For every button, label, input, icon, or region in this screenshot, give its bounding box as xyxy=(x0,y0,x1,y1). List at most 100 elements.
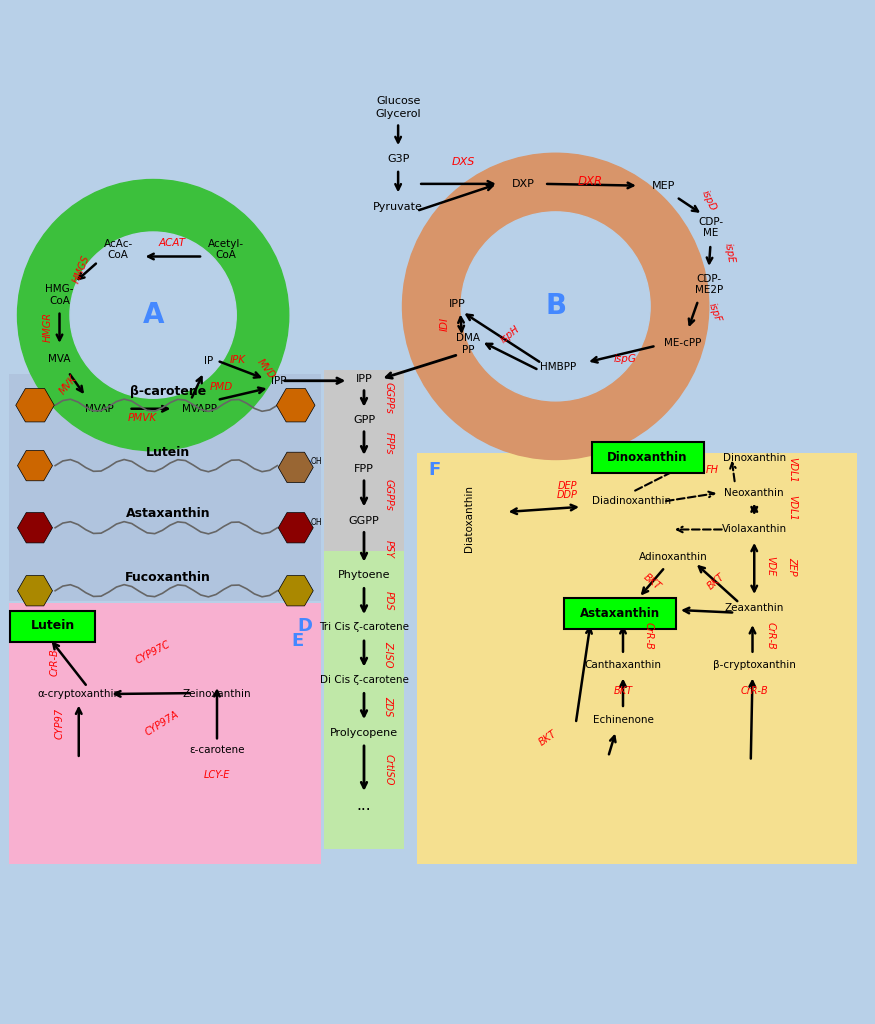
Polygon shape xyxy=(278,513,313,543)
Text: DXS: DXS xyxy=(452,157,475,167)
Text: ...: ... xyxy=(357,798,371,813)
Circle shape xyxy=(461,212,650,400)
Text: GPP: GPP xyxy=(353,415,375,425)
Text: MVD: MVD xyxy=(255,357,277,381)
Text: DMA
PP: DMA PP xyxy=(456,333,480,354)
Text: PMVK: PMVK xyxy=(128,414,158,423)
Text: IPP: IPP xyxy=(270,376,286,386)
Text: OH: OH xyxy=(311,518,322,527)
Circle shape xyxy=(402,154,709,460)
Text: IPK: IPK xyxy=(230,354,246,365)
Bar xyxy=(324,551,404,849)
Text: Lutein: Lutein xyxy=(31,620,74,632)
Text: HMG-
CoA: HMG- CoA xyxy=(46,285,74,306)
Text: β-cryptoxanthin: β-cryptoxanthin xyxy=(713,660,795,670)
Text: VDE: VDE xyxy=(766,556,775,577)
Text: Acetyl-
CoA: Acetyl- CoA xyxy=(207,239,244,260)
FancyBboxPatch shape xyxy=(564,598,676,630)
Text: Zeaxanthin: Zeaxanthin xyxy=(724,603,784,613)
Text: CYP97: CYP97 xyxy=(54,709,65,739)
Text: ZEP: ZEP xyxy=(788,557,797,575)
Text: α-cryptoxanthin: α-cryptoxanthin xyxy=(37,689,121,699)
Text: ME-cPP: ME-cPP xyxy=(664,338,701,348)
Text: IPP: IPP xyxy=(448,299,466,309)
Text: PDS: PDS xyxy=(383,592,393,611)
Text: Tri Cis ζ-carotene: Tri Cis ζ-carotene xyxy=(319,623,409,633)
Polygon shape xyxy=(18,513,52,543)
Text: IP: IP xyxy=(204,356,213,367)
Text: IPP: IPP xyxy=(355,374,373,384)
Text: AcAc-
CoA: AcAc- CoA xyxy=(103,239,133,260)
Text: Diatoxanthin: Diatoxanthin xyxy=(464,485,474,553)
Text: Dinoxanthin: Dinoxanthin xyxy=(723,453,786,463)
Text: VDL1: VDL1 xyxy=(788,457,797,483)
Text: Glycerol: Glycerol xyxy=(375,109,421,119)
Polygon shape xyxy=(278,575,313,606)
Text: BKT: BKT xyxy=(537,728,558,748)
Text: BKT: BKT xyxy=(705,572,726,592)
Text: F: F xyxy=(428,461,440,479)
Text: CrtISO: CrtISO xyxy=(383,755,393,785)
Text: Prolycopene: Prolycopene xyxy=(330,727,398,737)
Text: MEP: MEP xyxy=(652,180,675,190)
Text: ZDS: ZDS xyxy=(383,696,393,717)
Text: MVAP: MVAP xyxy=(85,403,113,414)
Text: LCY-E: LCY-E xyxy=(204,769,230,779)
Text: Pyruvate: Pyruvate xyxy=(374,203,424,213)
Text: CYP97A: CYP97A xyxy=(144,710,180,738)
Text: OH: OH xyxy=(311,457,322,466)
Text: Astaxanthin: Astaxanthin xyxy=(126,507,210,520)
Text: BKT: BKT xyxy=(641,572,662,592)
Text: BKT: BKT xyxy=(613,685,633,695)
Text: ispD: ispD xyxy=(700,188,718,212)
Text: ispG: ispG xyxy=(613,354,636,364)
Text: Violaxanthin: Violaxanthin xyxy=(722,524,787,535)
Text: GGPPs: GGPPs xyxy=(383,382,393,414)
Text: HMGS: HMGS xyxy=(71,253,92,285)
Text: B: B xyxy=(545,293,566,321)
Text: Adinoxanthin: Adinoxanthin xyxy=(640,553,708,562)
Text: Di Cis ζ-carotene: Di Cis ζ-carotene xyxy=(319,675,409,685)
Text: D: D xyxy=(297,616,312,635)
Text: Fucoxanthin: Fucoxanthin xyxy=(125,571,211,584)
Text: CDP-
ME: CDP- ME xyxy=(698,217,723,239)
Text: MVAPP: MVAPP xyxy=(182,403,217,414)
Text: DXP: DXP xyxy=(512,179,535,188)
Text: Canthaxanthin: Canthaxanthin xyxy=(584,660,662,670)
Text: Neoxanthin: Neoxanthin xyxy=(724,487,784,498)
Text: FPP: FPP xyxy=(354,464,374,474)
Text: CDP-
ME2P: CDP- ME2P xyxy=(695,273,723,295)
Text: VDL1: VDL1 xyxy=(788,495,797,520)
Text: FPPs: FPPs xyxy=(383,432,393,455)
Polygon shape xyxy=(278,453,313,482)
Text: GGPPs: GGPPs xyxy=(383,478,393,510)
Text: Diadinoxanthin: Diadinoxanthin xyxy=(592,497,671,507)
Text: Lutein: Lutein xyxy=(146,446,190,459)
Text: HMBPP: HMBPP xyxy=(540,361,577,372)
Polygon shape xyxy=(276,388,315,422)
Text: PSY: PSY xyxy=(383,540,393,558)
Text: E: E xyxy=(291,633,304,650)
Text: Phytoene: Phytoene xyxy=(338,570,390,580)
Text: Z-ISO: Z-ISO xyxy=(383,641,393,667)
Text: FH: FH xyxy=(706,465,718,475)
Text: ACAT: ACAT xyxy=(159,238,186,248)
Text: GGPP: GGPP xyxy=(348,516,380,525)
Bar xyxy=(9,374,321,601)
Circle shape xyxy=(70,232,236,398)
Text: G3P: G3P xyxy=(387,154,410,164)
Text: CrR-B: CrR-B xyxy=(49,648,60,677)
Text: CrR-B: CrR-B xyxy=(766,623,775,650)
Text: C: C xyxy=(298,459,311,477)
Text: Glucose: Glucose xyxy=(376,96,420,105)
Text: PMD: PMD xyxy=(210,382,233,392)
Polygon shape xyxy=(18,575,52,606)
Bar xyxy=(324,371,404,554)
Text: Zeinoxanthin: Zeinoxanthin xyxy=(183,689,251,699)
Text: Astaxanthin: Astaxanthin xyxy=(579,607,660,620)
Bar xyxy=(416,453,857,864)
FancyBboxPatch shape xyxy=(592,442,704,473)
Text: IDI: IDI xyxy=(439,316,450,331)
Text: DDP: DDP xyxy=(556,490,578,501)
Circle shape xyxy=(18,179,289,451)
